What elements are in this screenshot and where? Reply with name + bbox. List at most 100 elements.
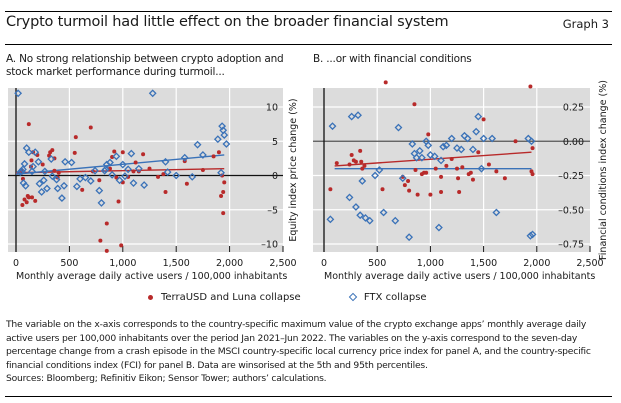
terra-point — [29, 158, 34, 163]
ftx-point — [97, 198, 106, 207]
x-tick-label: 2,000 — [216, 258, 243, 269]
ftx-point — [217, 168, 225, 177]
ftx-point — [417, 153, 426, 162]
title-rule — [5, 44, 612, 45]
x-tick-label: 1,500 — [163, 258, 190, 269]
ftx-point — [20, 159, 29, 168]
ftx-point — [352, 203, 360, 211]
terra-point — [349, 152, 354, 157]
ftx-point — [527, 137, 536, 146]
terra-point — [424, 170, 429, 175]
terra-point — [353, 159, 358, 164]
x-axis-label: Monthly average daily active users / 100… — [324, 271, 595, 282]
ftx-point — [412, 153, 421, 162]
sources: Sources: Bloomberg; Refinitiv Eikon; Sen… — [6, 373, 327, 384]
ftx-point — [61, 157, 70, 166]
terra-point — [131, 169, 136, 174]
terra-point — [163, 189, 168, 194]
terra-point — [439, 189, 444, 194]
terra-point — [457, 189, 462, 194]
ftx-point — [379, 208, 388, 217]
ftx-point — [328, 122, 337, 131]
terra-point — [530, 172, 535, 177]
terra-point — [428, 192, 433, 197]
terra-point — [406, 178, 411, 183]
terra-point — [513, 139, 518, 144]
ftx-point — [492, 208, 501, 217]
panel-a-title-line2: stock market performance during turmoil.… — [6, 66, 225, 78]
terra-point — [407, 188, 412, 193]
ftx-point — [161, 157, 170, 166]
ftx-point — [472, 127, 481, 136]
ftx-point — [48, 172, 57, 181]
ftx-point — [526, 231, 535, 240]
terra-point — [221, 189, 226, 194]
legend-ftx-marker — [348, 292, 358, 302]
ftx-point — [180, 153, 189, 162]
x-tick-label: 1,000 — [417, 258, 444, 269]
ftx-point — [479, 134, 488, 143]
terra-point — [119, 243, 124, 248]
ftx-point — [365, 216, 374, 225]
ftx-point — [34, 157, 43, 166]
terra-point — [30, 195, 35, 200]
y-axis-label: Financial conditions index change (%) — [598, 80, 609, 260]
terra-point — [147, 166, 152, 171]
ftx-point — [172, 171, 181, 180]
terra-point — [530, 146, 535, 151]
terra-point — [347, 162, 352, 167]
ftx-point — [371, 171, 379, 180]
y-tick-label: –0.50 — [558, 205, 584, 216]
ftx-point — [58, 194, 66, 203]
ftx-point — [405, 233, 414, 242]
terra-point — [104, 221, 109, 226]
ftx-point — [220, 131, 229, 140]
ftx-point — [437, 156, 445, 165]
terra-point — [334, 161, 339, 166]
ftx-point — [31, 148, 40, 157]
ftx-point — [129, 179, 138, 187]
legend-terra-marker — [148, 294, 153, 300]
ftx-point — [457, 145, 466, 154]
ftx-point — [488, 134, 497, 143]
terra-point — [161, 172, 166, 177]
legend-ftx-label: FTX collapse — [363, 292, 427, 303]
x-axis-label: Monthly average daily active users / 100… — [16, 271, 287, 282]
terra-point — [444, 163, 449, 168]
y-tick-label: –5 — [267, 205, 278, 216]
ftx-point — [52, 175, 61, 184]
terra-point — [494, 169, 499, 174]
terra-point — [116, 199, 121, 204]
ftx-point — [358, 177, 367, 185]
ftx-point — [326, 215, 335, 224]
ftx-point — [375, 166, 384, 174]
terra-point — [22, 197, 27, 202]
ftx-point — [474, 112, 483, 121]
trendline — [334, 151, 532, 167]
terra-point — [380, 187, 385, 192]
terra-point — [415, 192, 420, 197]
ftx-point — [39, 176, 48, 185]
terra-point — [481, 117, 486, 122]
ftx-point — [188, 172, 197, 181]
terra-point — [26, 195, 31, 200]
ftx-point — [29, 162, 38, 171]
terra-point — [219, 194, 224, 199]
ftx-point — [124, 165, 133, 174]
terra-point — [486, 162, 491, 167]
terra-point — [98, 238, 103, 243]
terra-point — [141, 152, 146, 157]
ftx-point — [347, 112, 356, 121]
ftx-point — [106, 158, 114, 167]
panel-b: 0 500 1,000 1,500 2,000 2,500 0.25 0.00 –0.25 –0.… — [313, 80, 609, 282]
terra-point — [104, 248, 109, 253]
x-tick-label: 0 — [13, 258, 19, 269]
ftx-point — [163, 168, 172, 176]
ftx-point — [354, 111, 362, 120]
graph-number: Graph 3 — [562, 17, 609, 31]
terra-point — [40, 162, 45, 167]
ftx-point — [35, 179, 44, 188]
ftx-point — [24, 148, 33, 157]
terra-point — [362, 163, 367, 168]
